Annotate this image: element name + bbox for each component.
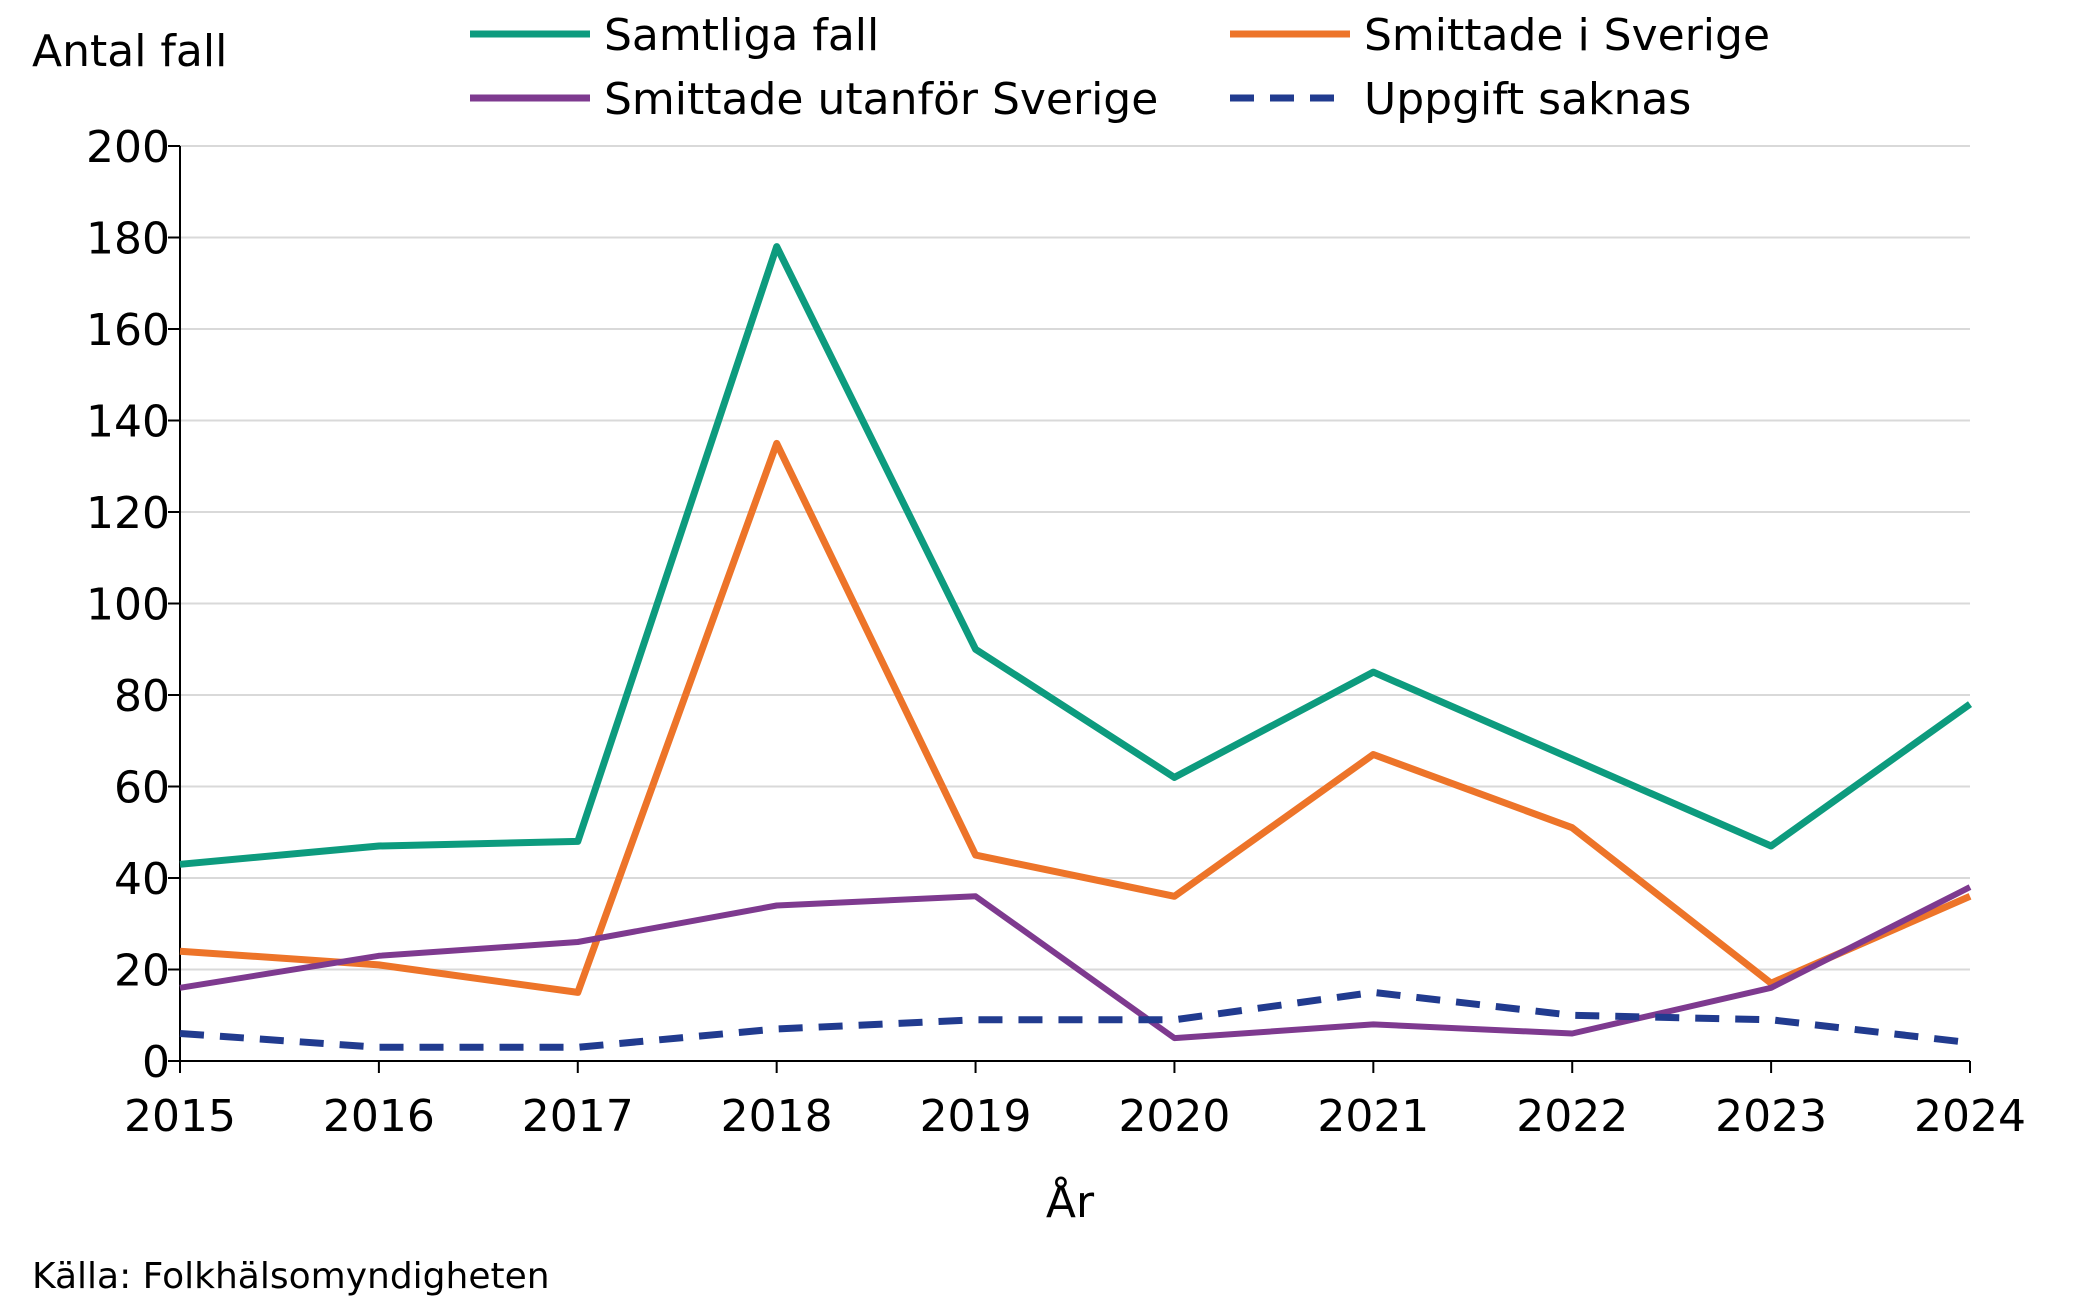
x-tick-labels: 2015 2016 2017 2018 2019 2020 2021 2022 2023 2024: [124, 1061, 2026, 1142]
series-line-3: [179, 884, 1972, 1042]
x-tick-label: 2023: [1715, 1091, 1827, 1142]
legend-label: Samtliga fall: [604, 10, 879, 61]
y-tick-label: 60: [114, 763, 170, 814]
x-tick-label: 2020: [1118, 1091, 1230, 1142]
series-lines: [179, 243, 1973, 1051]
y-tick-label: 140: [86, 397, 170, 448]
series-line-1: [179, 243, 1973, 868]
x-tick-label: 2017: [522, 1091, 634, 1142]
legend-label: Smittade utanför Sverige: [604, 74, 1158, 125]
y-tick-label: 120: [86, 488, 170, 539]
x-tick-label: 2024: [1914, 1091, 2026, 1142]
legend-label: Smittade i Sverige: [1364, 10, 1770, 61]
y-tick-label: 20: [114, 946, 170, 997]
y-tick-label: 100: [86, 580, 170, 631]
legend-label: Uppgift saknas: [1364, 74, 1691, 125]
x-tick-label: 2015: [124, 1091, 236, 1142]
y-tick-label: 40: [114, 854, 170, 905]
y-tick-label: 200: [86, 122, 170, 173]
gridlines: [180, 145, 1970, 971]
y-axis-title: Antal fall: [32, 26, 227, 77]
y-tick-label: 0: [142, 1037, 170, 1088]
y-tick-label: 180: [86, 214, 170, 265]
series-line-4: [179, 988, 1971, 1051]
x-tick-label: 2022: [1516, 1091, 1628, 1142]
source-note: Källa: Folkhälsomyndigheten: [32, 1256, 550, 1297]
x-tick-label: 2019: [920, 1091, 1032, 1142]
legend: Samtliga fall Smittade i Sverige Smittade …: [470, 10, 1770, 125]
x-axis-title: År: [1046, 1175, 1095, 1228]
x-tick-label: 2016: [323, 1091, 435, 1142]
y-tick-labels: 0 20 40 60 80 100 120 140 160 180 200: [86, 122, 180, 1088]
y-tick-label: 80: [114, 671, 170, 722]
y-tick-label: 160: [86, 305, 170, 356]
x-tick-label: 2021: [1317, 1091, 1429, 1142]
series-line-2: [179, 439, 1972, 996]
x-tick-label: 2018: [721, 1091, 833, 1142]
